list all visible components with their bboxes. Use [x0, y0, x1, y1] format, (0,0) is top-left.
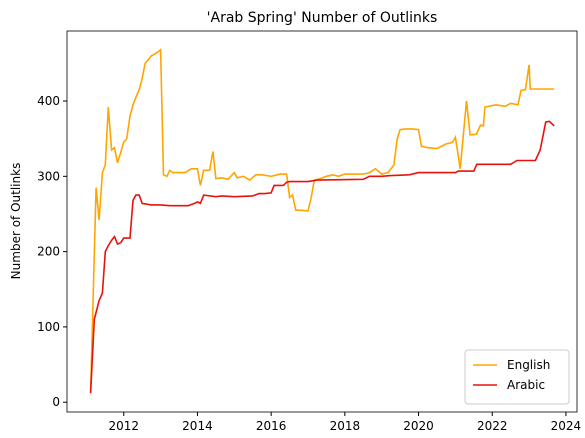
legend-label: English: [507, 358, 550, 372]
y-tick-label: 200: [37, 245, 60, 259]
chart-title: 'Arab Spring' Number of Outlinks: [207, 10, 438, 26]
x-tick-label: 2018: [330, 419, 361, 433]
x-tick-label: 2012: [108, 419, 139, 433]
plot-frame: [66, 30, 578, 413]
y-tick-label: 100: [37, 320, 60, 334]
legend: English Arabic: [464, 349, 570, 405]
legend-label: Arabic: [507, 378, 545, 392]
y-tick-label: 300: [37, 169, 60, 183]
line: [89, 48, 555, 393]
legend-box: [464, 349, 570, 405]
x-tick-label: 2024: [551, 419, 582, 433]
line: [89, 120, 555, 394]
x-tick-label: 2022: [477, 419, 508, 433]
x-tick-label: 2016: [256, 419, 287, 433]
y-tick-label: 400: [37, 94, 60, 108]
x-tick-label: 2014: [182, 419, 213, 433]
y-axis-label: Number of Outlinks: [9, 163, 23, 280]
x-tick-label: 2020: [403, 419, 434, 433]
y-tick-label: 0: [52, 395, 60, 409]
